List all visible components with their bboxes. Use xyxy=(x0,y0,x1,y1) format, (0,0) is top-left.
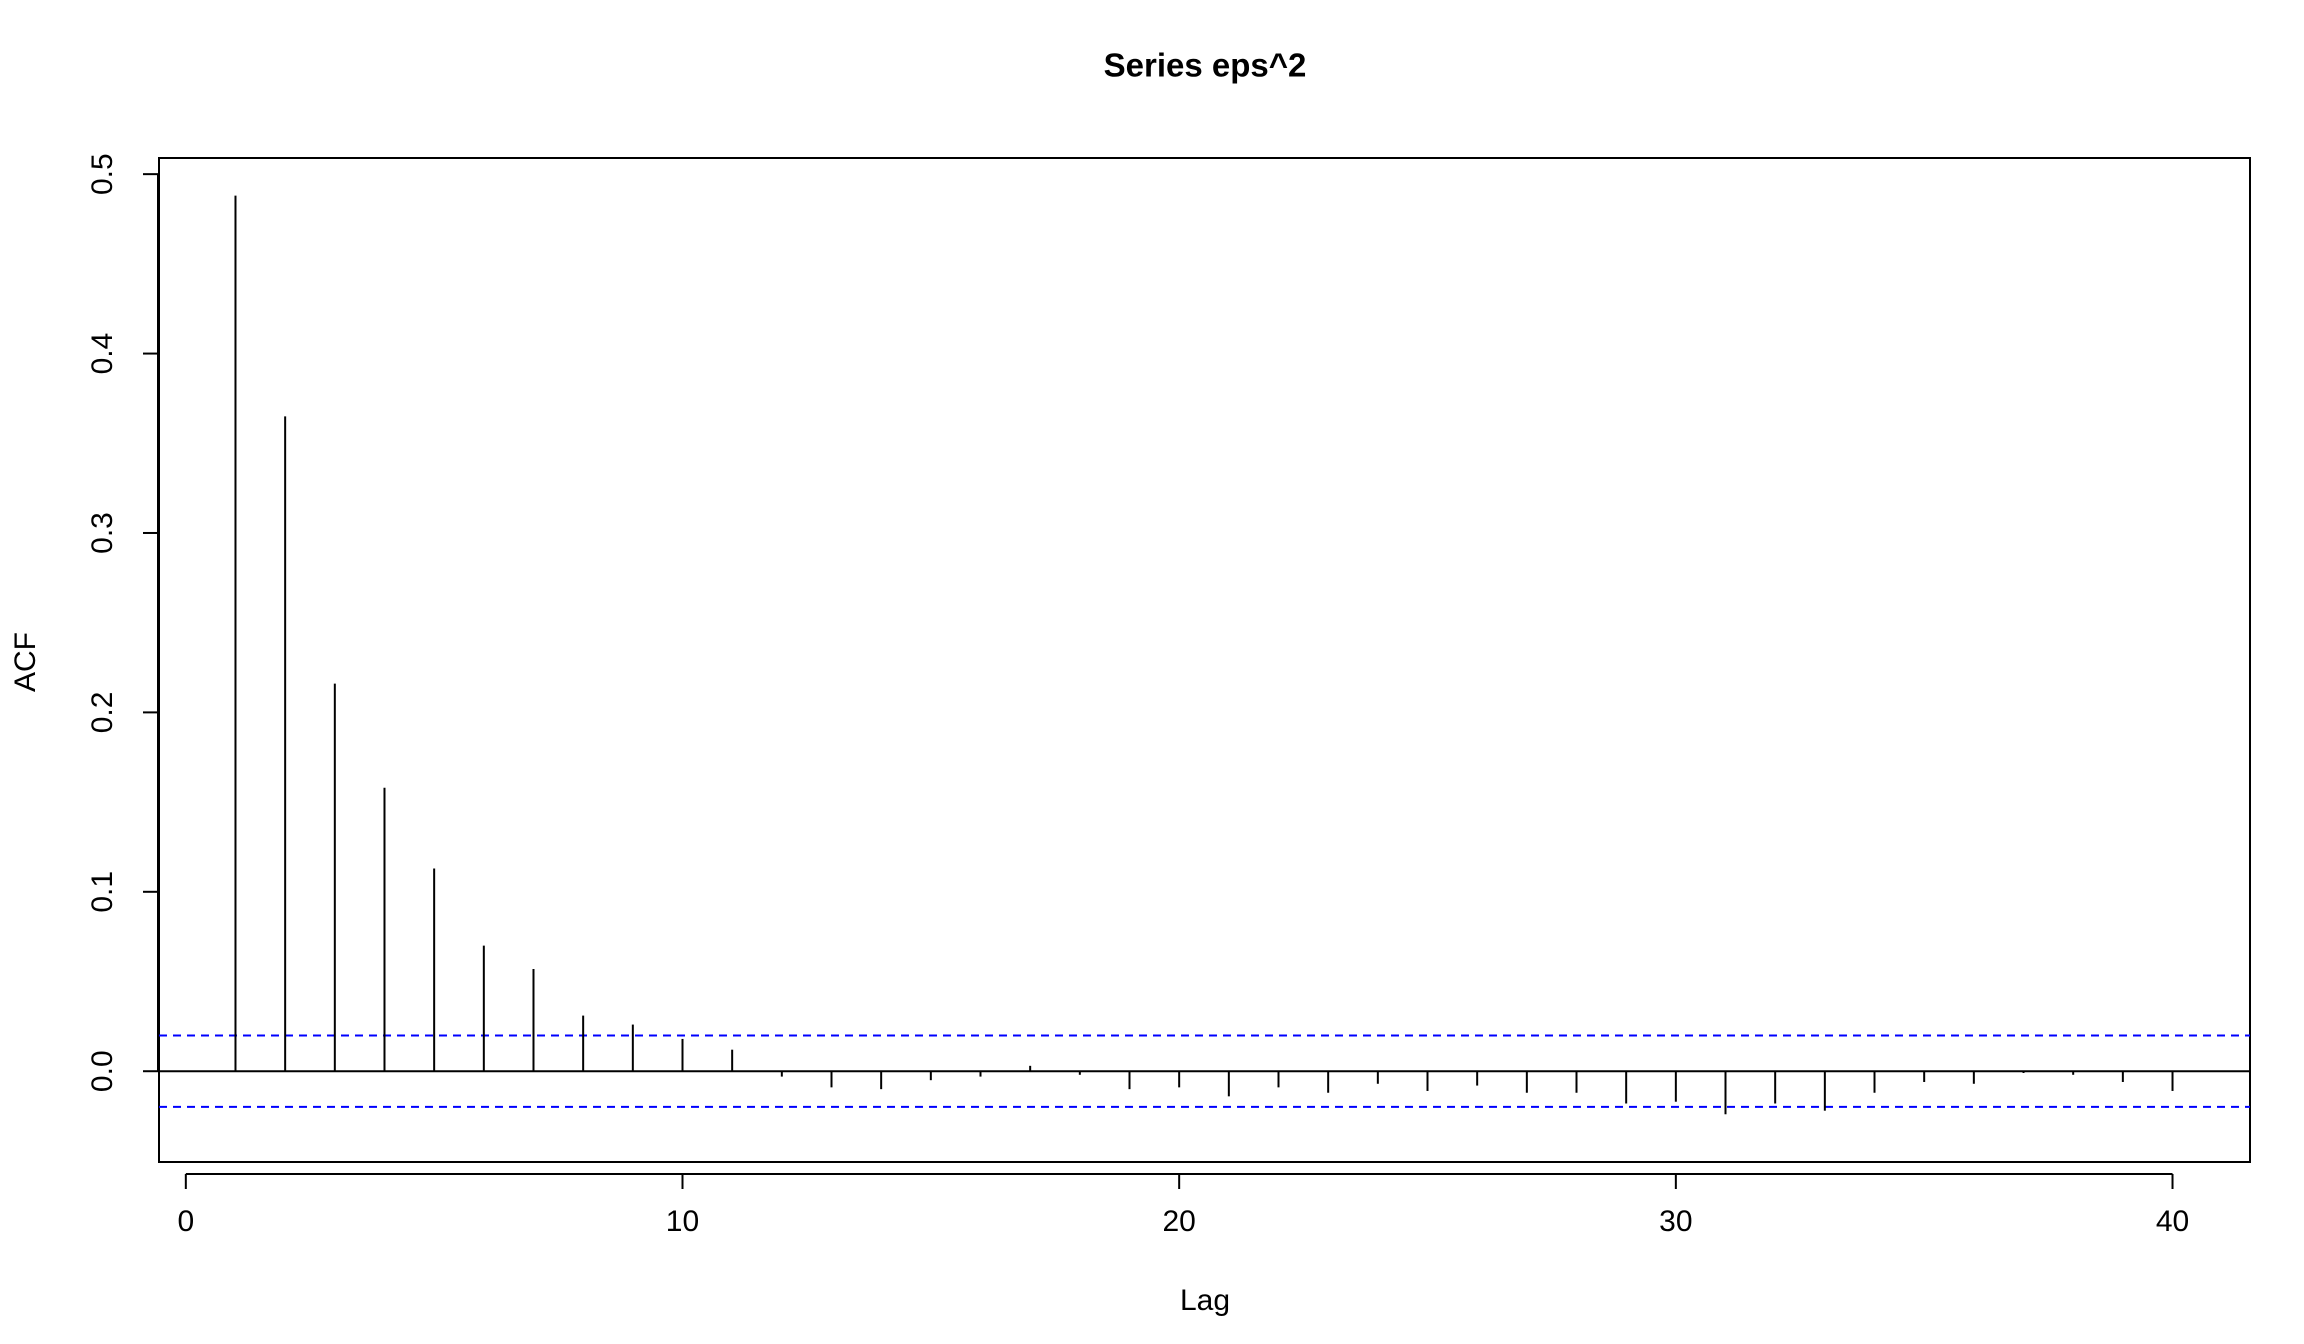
y-tick-label: 0.2 xyxy=(86,692,119,734)
y-tick-label: 0.5 xyxy=(86,153,119,195)
y-tick-label: 0.0 xyxy=(86,1050,119,1092)
x-axis-label: Lag xyxy=(1180,1284,1230,1317)
x-tick-label: 0 xyxy=(177,1205,194,1238)
chart-title: Series eps^2 xyxy=(1104,47,1307,84)
x-tick-label: 20 xyxy=(1162,1205,1195,1238)
plot-frame xyxy=(158,157,2251,1163)
y-tick-label: 0.3 xyxy=(86,512,119,554)
x-tick-label: 30 xyxy=(1659,1205,1692,1238)
x-tick-label: 10 xyxy=(666,1205,699,1238)
y-axis-label: ACF xyxy=(9,632,42,692)
y-tick-label: 0.4 xyxy=(86,333,119,375)
x-tick-label: 40 xyxy=(2156,1205,2189,1238)
y-tick-label: 0.1 xyxy=(86,871,119,913)
